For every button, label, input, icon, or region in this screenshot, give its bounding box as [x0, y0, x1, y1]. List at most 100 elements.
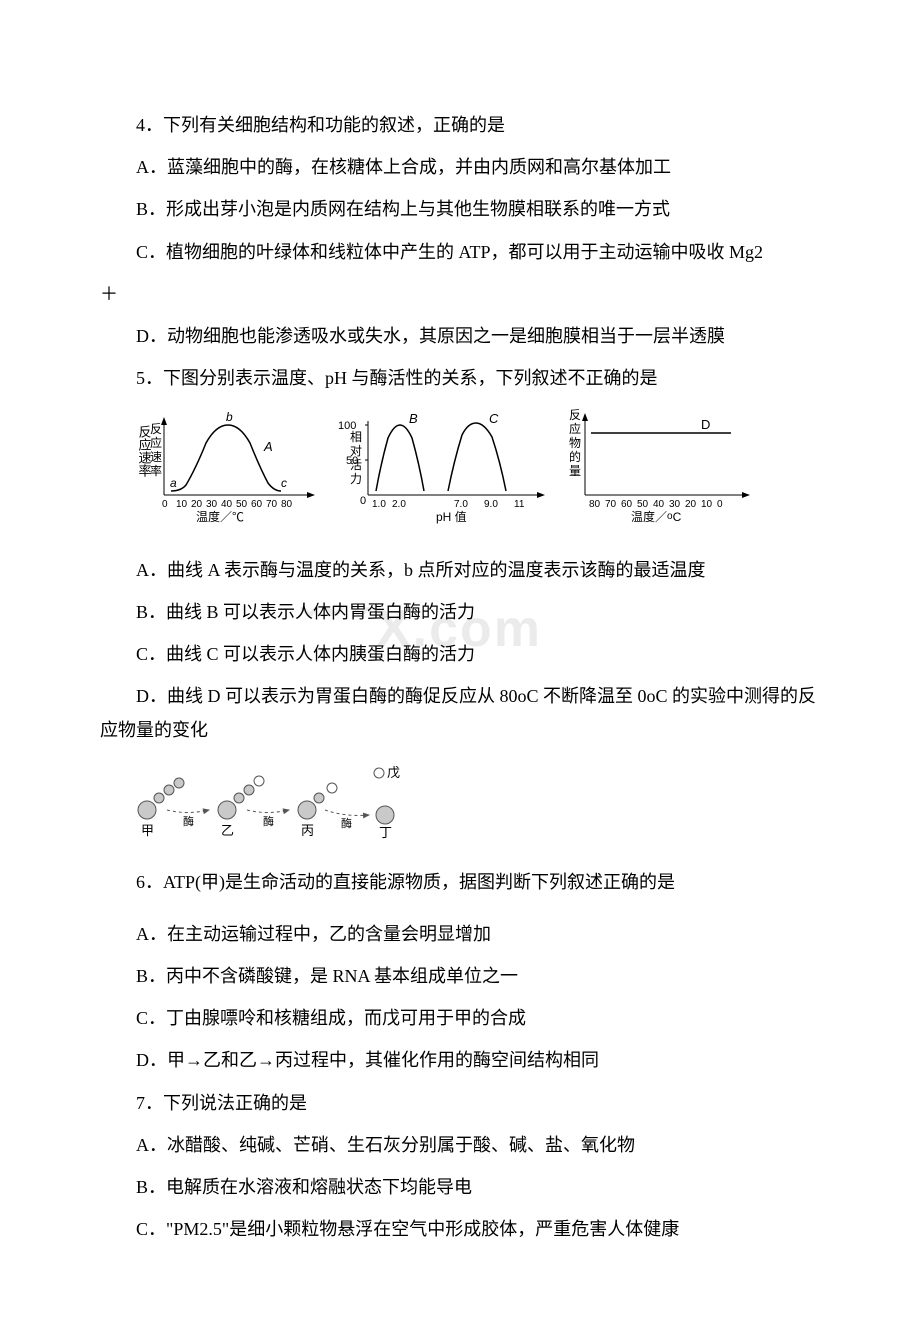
x11: 11	[514, 499, 525, 510]
q5-bc-xticks: 1.0 2.0 7.0 9.0 11	[372, 499, 525, 510]
ylabBC4: 力	[350, 472, 362, 486]
q6-option-d: D．甲→乙和乙→丙过程中，其催化作用的酶空间结构相同	[100, 1043, 820, 1077]
label-mei-1: 酶	[183, 815, 194, 828]
d70: 70	[605, 499, 617, 510]
ylabA1: 反	[150, 422, 162, 436]
q7-option-a: A．冰醋酸、纯碱、芒硝、生石灰分别属于酸、碱、盐、氧化物	[100, 1128, 820, 1162]
jia-p1	[154, 793, 164, 803]
q5-stem: 5．下图分别表示温度、pH 与酶活性的关系，下列叙述不正确的是	[100, 361, 820, 395]
q4-option-c-line2: ＋	[100, 277, 820, 311]
q5-a-xarrow	[307, 492, 315, 498]
ylabD2: 应	[569, 421, 581, 436]
bing-p1	[314, 793, 324, 803]
q5-bc-xarrow	[537, 492, 545, 498]
t2: 20	[191, 499, 203, 510]
q5-annot-B: B	[409, 411, 418, 426]
q5-panel-d: 反 应 物 的 量 80 70 60 50 40 30 20 10	[569, 408, 750, 524]
d30: 30	[669, 499, 681, 510]
yi-p3-free	[254, 776, 264, 786]
q5-annot-C: C	[489, 411, 499, 426]
q5-c-curve	[448, 423, 506, 491]
t4: 40	[221, 499, 233, 510]
q7-option-c: C．"PM2.5"是细小颗粒物悬浮在空气中形成胶体，严重危害人体健康	[100, 1212, 820, 1246]
q5-d-xticks: 80 70 60 50 40 30 20 10 0	[589, 499, 723, 510]
q6-option-b: B．丙中不含磷酸键，是 RNA 基本组成单位之一	[100, 959, 820, 993]
bing-p2-free	[327, 783, 337, 793]
q5-a-annot-A: A	[263, 439, 273, 454]
label-yi: 乙	[221, 823, 234, 838]
ylabD3: 物	[569, 436, 581, 450]
q5-bc-y0: 0	[360, 495, 366, 507]
q5-option-d-text: D．曲线 D 可以表示为胃蛋白酶的酶促反应从 80oC 不断降温至 0oC 的实…	[100, 686, 816, 740]
ylabA3: 速	[150, 450, 162, 464]
label-wu: 戊	[387, 765, 400, 780]
ylabA2: 应	[150, 435, 162, 450]
q5-bc-y100: 100	[338, 420, 356, 432]
document-page: 4．下列有关细胞结构和功能的叙述，正确的是 A．蓝藻细胞中的酶，在核糖体上合成，…	[0, 0, 920, 1334]
wu-p	[374, 768, 384, 778]
q6-option-a: A．在主动运输过程中，乙的含量会明显增加	[100, 917, 820, 951]
t6: 60	[251, 499, 263, 510]
ylabD1: 反	[569, 408, 581, 422]
q5-option-d: D．曲线 D 可以表示为胃蛋白酶的酶促反应从 80oC 不断降温至 0oC 的实…	[100, 679, 820, 747]
label-bing: 丙	[301, 823, 314, 838]
q5-panel-bc: 相 对 活 力 100 50 0 1.0 2.0 7.0 9.0	[338, 411, 545, 524]
q5-option-c: C．曲线 C 可以表示人体内胰蛋白酶的活力	[100, 637, 820, 671]
t7: 70	[266, 499, 278, 510]
q5-a-curve	[171, 425, 281, 491]
ding-a	[376, 806, 394, 824]
q4-option-a: A．蓝藻细胞中的酶，在核糖体上合成，并由内质网和高尔基体加工	[100, 150, 820, 184]
ylabBC1: 相	[350, 430, 362, 444]
d60: 60	[621, 499, 633, 510]
x9: 9.0	[484, 499, 498, 510]
q7-stem: 7．下列说法正确的是	[100, 1086, 820, 1120]
t5: 50	[236, 499, 248, 510]
q5-bc-y50: 50	[346, 455, 358, 467]
q6-stem: 6．ATP(甲)是生命活动的直接能源物质，据图判断下列叙述正确的是	[100, 865, 820, 899]
q5-b-curve	[376, 425, 424, 491]
d80: 80	[589, 499, 601, 510]
yi-a	[218, 801, 236, 819]
q5-option-b: B．曲线 B 可以表示人体内胃蛋白酶的活力	[100, 595, 820, 629]
x2: 2.0	[392, 499, 406, 510]
q6-diagram-svg: 甲 酶 乙 酶 丙 酶 戊 丁	[127, 755, 427, 845]
label-mei-2: 酶	[263, 815, 274, 828]
ylabD5: 量	[569, 464, 581, 478]
q5-bc-xlabel: pH 值	[436, 509, 467, 524]
x7: 7.0	[454, 499, 468, 510]
ylabA4: 率	[150, 463, 162, 478]
jia-p2	[164, 785, 174, 795]
q5-figure: 反应速率 反 应 速 率 0 10 20 30 40 50	[136, 403, 820, 544]
yi-p2	[244, 785, 254, 795]
jia-p3	[174, 778, 184, 788]
q5-a-annot-c: c	[281, 476, 287, 490]
bing-a	[298, 801, 316, 819]
d10: 10	[701, 499, 713, 510]
q5-chart-svg: 反应速率 反 应 速 率 0 10 20 30 40 50	[136, 403, 756, 533]
q6-option-c: C．丁由腺嘌呤和核糖组成，而戊可用于甲的合成	[100, 1001, 820, 1035]
t8: 80	[281, 499, 293, 510]
arrow-jia-yi	[167, 810, 209, 813]
t3: 30	[206, 499, 218, 510]
t0: 0	[162, 499, 168, 510]
label-jia: 甲	[141, 823, 154, 838]
q5-a-annot-b: b	[226, 410, 233, 424]
q5-a-xlabel: 温度／℃	[196, 509, 244, 524]
t1: 10	[176, 499, 188, 510]
q4-option-d: D．动物细胞也能渗透吸水或失水，其原因之一是细胞膜相当于一层半透膜	[100, 319, 820, 353]
q4-stem: 4．下列有关细胞结构和功能的叙述，正确的是	[100, 108, 820, 142]
q6-figure: 甲 酶 乙 酶 丙 酶 戊 丁	[127, 755, 820, 856]
q5-d-xarrow	[742, 492, 750, 498]
jia-a	[138, 801, 156, 819]
d20: 20	[685, 499, 697, 510]
q5-a-xticks: 0 10 20 30 40 50 60 70 80	[162, 499, 293, 510]
q5-d-xlabel: 温度／oC	[631, 509, 682, 524]
q5-a-annot-a: a	[170, 476, 177, 490]
label-ding: 丁	[379, 825, 392, 840]
arrow-yi-bing	[247, 810, 289, 813]
q4-option-c-line1: C．植物细胞的叶绿体和线粒体中产生的 ATP，都可以用于主动运输中吸收 Mg2	[100, 235, 820, 269]
d0: 0	[717, 499, 723, 510]
q4-option-b: B．形成出芽小泡是内质网在结构上与其他生物膜相联系的唯一方式	[100, 192, 820, 226]
q5-a-yarrow	[161, 417, 167, 425]
arrow-bing-ding	[325, 810, 369, 815]
